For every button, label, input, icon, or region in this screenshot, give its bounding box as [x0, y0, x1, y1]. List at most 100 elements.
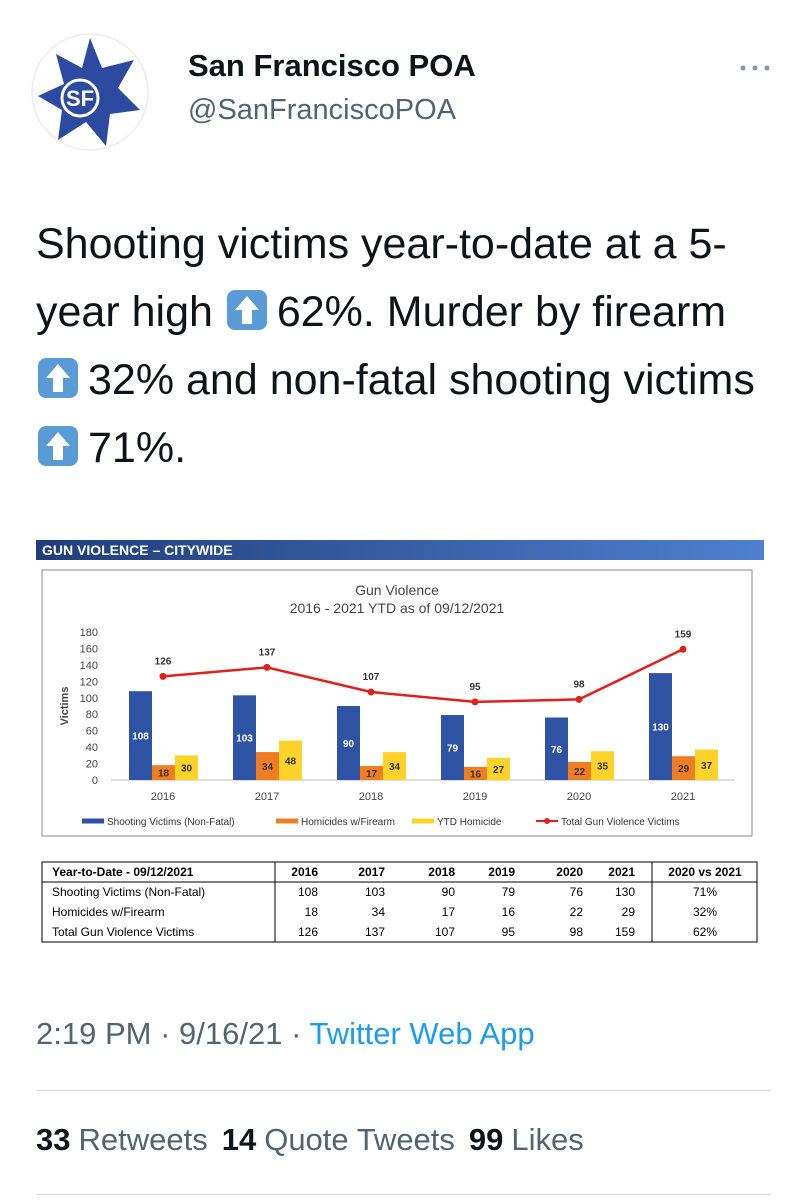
author-name[interactable]: San Francisco POA [188, 48, 476, 83]
bar [649, 673, 672, 780]
x-tick-label: 2016 [151, 791, 175, 803]
line-marker [679, 645, 687, 653]
dot [752, 65, 758, 71]
y-tick-label: 120 [80, 676, 98, 688]
table-cell: 18 [305, 905, 319, 919]
bar [152, 765, 175, 780]
chart-frame [41, 569, 753, 837]
table-cell: 108 [298, 885, 318, 899]
up-arrow-emoji [38, 358, 78, 398]
stats: 33 Retweets 14 Quote Tweets 99 Likes [36, 1122, 598, 1158]
legend-label: Total Gun Violence Victims [561, 817, 680, 828]
table-cell: 95 [502, 925, 516, 939]
table-cell: 98 [570, 925, 584, 939]
table-header: 2021 [608, 865, 635, 879]
table-cell: 130 [615, 885, 635, 899]
data-label: 16 [470, 769, 482, 780]
table-cell: 62% [693, 925, 717, 939]
table-cell: Total Gun Violence Victims [52, 925, 194, 939]
stat[interactable]: 99 Likes [469, 1122, 584, 1157]
bar [279, 740, 302, 780]
y-tick-label: 0 [92, 775, 98, 787]
table-cell: Homicides w/Firearm [52, 905, 165, 919]
data-label: 27 [493, 765, 505, 776]
badge [60, 78, 100, 118]
data-label: 76 [551, 745, 563, 756]
table-cell: 17 [442, 905, 456, 919]
legend-label: Homicides w/Firearm [301, 817, 395, 828]
stat-label: Quote Tweets [264, 1122, 455, 1157]
data-label: 107 [363, 672, 380, 683]
legend-marker [544, 818, 550, 824]
data-label: 34 [262, 762, 274, 773]
emoji-arrow [46, 432, 70, 460]
data-label: 130 [652, 723, 669, 734]
stat[interactable]: 33 Retweets [36, 1122, 208, 1157]
stat-count: 14 [221, 1122, 257, 1157]
chart-title: Gun Violence [355, 582, 439, 598]
data-label: 103 [236, 734, 253, 745]
chart-subtitle: 2016 - 2021 YTD as of 09/12/2021 [290, 600, 505, 616]
legend-label: Shooting Victims (Non-Fatal) [107, 817, 235, 828]
data-label: 22 [574, 767, 586, 778]
stat-count: 33 [36, 1122, 71, 1157]
table-header: Year-to-Date - 09/12/2021 [52, 865, 194, 879]
text-segment: 32% and non-fatal shooting victims [88, 356, 755, 404]
text-segment: 71%. [88, 424, 187, 472]
banner-text: GUN VIOLENCE – CITYWIDE [42, 542, 233, 558]
bar [695, 749, 718, 780]
more-button[interactable] [738, 62, 774, 74]
data-label: 79 [447, 744, 459, 755]
chart-image: GUN VIOLENCE – CITYWIDE Gun Violence 2016 … [36, 540, 764, 943]
bar [568, 761, 591, 780]
table-cell: 16 [502, 905, 516, 919]
line-marker [159, 672, 167, 680]
tweet-text: Shooting victims year-to-date at a 5-yea… [36, 210, 786, 482]
stat[interactable]: 14 Quote Tweets [222, 1122, 455, 1157]
x-tick-label: 2021 [671, 791, 695, 803]
line-marker [471, 698, 479, 706]
table-cell: 103 [365, 885, 385, 899]
data-label: 29 [678, 764, 690, 775]
separator: · [291, 1016, 302, 1051]
data-label: 98 [573, 679, 585, 690]
table-cell: 90 [442, 885, 456, 899]
data-label: 37 [701, 761, 713, 772]
table-cell: 22 [570, 905, 584, 919]
table-header: 2019 [488, 865, 515, 879]
dot [740, 65, 746, 71]
table-cell: Shooting Victims (Non-Fatal) [52, 885, 205, 899]
y-tick-label: 100 [80, 693, 98, 705]
tweet-meta: 2:19 PM · 9/16/21 · Twitter Web App [36, 1016, 535, 1052]
avatar[interactable]: SF [30, 30, 160, 160]
table-cell: 32% [693, 905, 717, 919]
date: 9/16/21 [179, 1016, 283, 1051]
line-marker [263, 663, 271, 671]
table-cell: 159 [615, 925, 635, 939]
emoji-arrow [234, 296, 259, 324]
time: 2:19 PM [36, 1016, 152, 1051]
bar [175, 755, 198, 780]
data-label: 17 [366, 769, 378, 780]
table-cell: 76 [570, 885, 584, 899]
data-label: 90 [343, 739, 355, 750]
emoji-arrow [46, 364, 70, 392]
author-handle[interactable]: @SanFranciscoPOA [188, 94, 456, 126]
table-header: 2017 [358, 865, 385, 879]
logo-text: SF [66, 86, 94, 111]
y-tick-label: 40 [86, 742, 98, 754]
data-label: 30 [181, 764, 193, 775]
y-tick-label: 60 [86, 726, 98, 738]
stat-label: Likes [511, 1122, 584, 1157]
bar [487, 757, 510, 780]
table-cell: 107 [435, 925, 455, 939]
table-cell: 79 [502, 885, 516, 899]
data-label: 137 [259, 647, 276, 658]
table-cell: 34 [372, 905, 386, 919]
bar [383, 752, 406, 780]
source-link[interactable]: Twitter Web App [309, 1016, 535, 1051]
y-tick-label: 180 [80, 627, 98, 639]
line [162, 648, 684, 704]
up-arrow-emoji [38, 426, 78, 466]
text-segment: Shooting victims year-to-date at a 5-yea… [36, 220, 727, 336]
